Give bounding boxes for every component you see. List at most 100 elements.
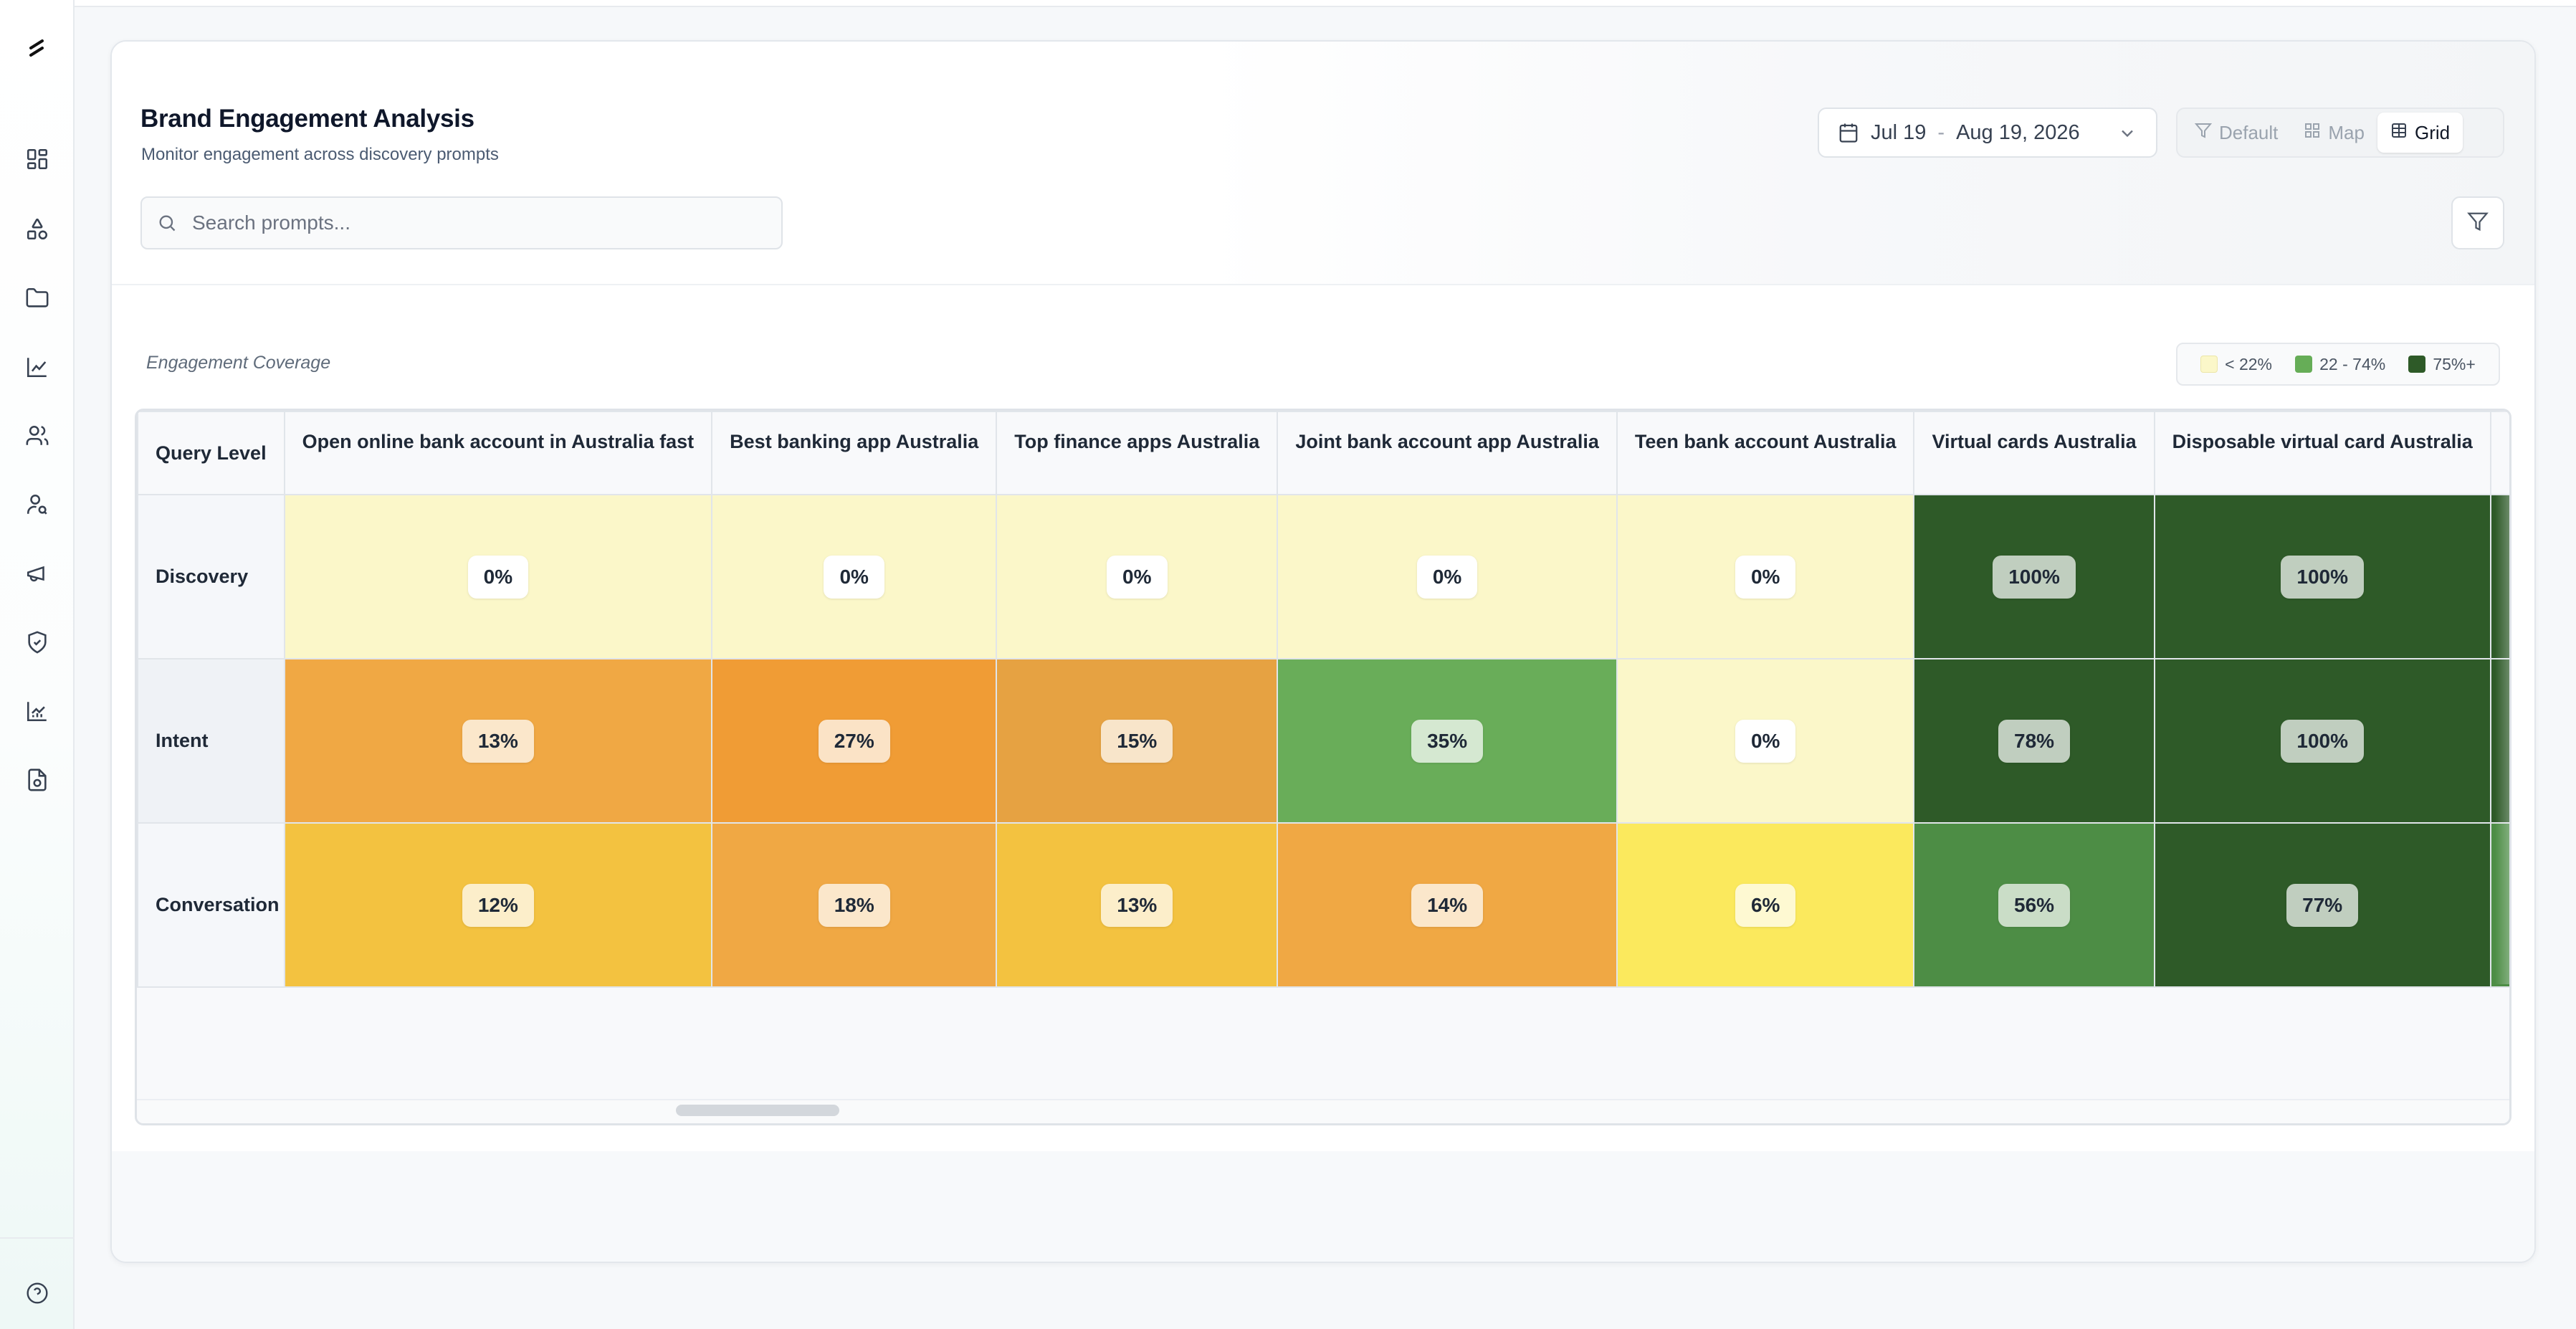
legend-item: 75%+ — [2408, 354, 2476, 374]
corner-header: Query Level — [137, 411, 285, 495]
column-header[interactable]: Top finance apps Australia — [996, 411, 1279, 495]
column-header[interactable]: Open online bank account in Australia fa… — [283, 411, 713, 495]
heatmap-cell[interactable]: 6% — [1616, 822, 1915, 988]
search-icon — [142, 213, 192, 233]
calendar-icon — [1838, 122, 1859, 143]
date-range-picker[interactable]: Jul 19 - Aug 19, 2026 — [1818, 108, 2157, 158]
legend-item: 22 - 74% — [2295, 355, 2385, 374]
heatmap-cell[interactable]: 0% — [1277, 494, 1618, 659]
table-row: Conversation 12% 18% 13% 14% 6% 56% 77% — [137, 822, 2509, 988]
view-default-button[interactable]: Default — [2182, 113, 2291, 153]
scrollbar-thumb[interactable] — [676, 1105, 839, 1116]
filter-button[interactable] — [2451, 196, 2504, 249]
cell-value-badge: 12% — [462, 883, 534, 927]
heatmap-cell[interactable]: 13% — [283, 658, 713, 824]
row-label: Discovery — [137, 494, 285, 659]
search-input[interactable] — [192, 211, 765, 234]
heatmap-cell[interactable]: 0% — [283, 494, 713, 659]
heatmap-cell[interactable]: 0% — [1616, 658, 1915, 824]
cell-value-badge: 100% — [2281, 719, 2364, 763]
heatmap-cell[interactable]: 56% — [1913, 822, 2155, 988]
cell-value-badge: 56% — [1998, 883, 2071, 927]
heatmap-cell[interactable] — [2489, 494, 2509, 659]
table-header-row: Query Level Open online bank account in … — [137, 411, 2509, 495]
heatmap-cell[interactable]: 100% — [2153, 494, 2491, 659]
legend-label-low: < 22% — [2225, 354, 2272, 373]
user-search-icon[interactable] — [19, 486, 56, 523]
view-grid-label: Grid — [2414, 121, 2451, 143]
cell-value-badge: 100% — [2281, 555, 2364, 599]
heatmap-cell[interactable]: 12% — [283, 822, 713, 988]
column-header[interactable]: Disposable virtual card Australia — [2153, 411, 2491, 495]
dashboard-grid-icon[interactable] — [19, 140, 56, 178]
heatmap-cell[interactable]: 100% — [2153, 658, 2491, 824]
view-default-label: Default — [2219, 121, 2279, 143]
legend-label-high: 75%+ — [2433, 354, 2476, 373]
date-separator: - — [1937, 120, 1945, 144]
folder-icon[interactable] — [19, 280, 56, 317]
cell-value-badge: 0% — [1735, 719, 1796, 763]
legend-swatch-mid — [2295, 356, 2313, 373]
heatmap-cell[interactable]: 14% — [1277, 822, 1618, 988]
search-box[interactable] — [140, 196, 783, 249]
column-header[interactable]: Virtual cards Australia — [1913, 411, 2155, 495]
megaphone-icon[interactable] — [19, 555, 56, 592]
cell-value-badge: 77% — [2286, 883, 2359, 927]
file-sync-icon[interactable] — [19, 761, 56, 799]
heatmap-cell[interactable]: 0% — [1616, 494, 1915, 659]
horizontal-scrollbar[interactable] — [137, 1099, 2509, 1123]
users-icon[interactable] — [19, 417, 56, 454]
column-header[interactable]: Teen bank account Australia — [1616, 411, 1915, 495]
page-title: Brand Engagement Analysis — [140, 105, 474, 133]
grid-four-icon — [2304, 122, 2321, 144]
heatmap-cell[interactable]: 77% — [2153, 822, 2491, 988]
heatmap-cell[interactable]: 100% — [1913, 494, 2155, 659]
shield-check-icon[interactable] — [19, 624, 56, 661]
table-row: Intent 13% 27% 15% 35% 0% 78% 100% — [137, 658, 2509, 824]
heatmap-cell[interactable]: 13% — [996, 822, 1279, 988]
heatmap-grid[interactable]: Query Level Open online bank account in … — [135, 409, 2511, 1125]
legend-item: < 22% — [2200, 355, 2272, 374]
legend-swatch-high — [2408, 356, 2426, 373]
cell-value-badge: 15% — [1101, 719, 1173, 763]
heatmap-cell[interactable]: 35% — [1277, 658, 1618, 824]
bar-trend-icon[interactable] — [19, 692, 56, 730]
view-toggle: Default Map Grid — [2176, 108, 2504, 158]
heatmap-cell[interactable]: 0% — [711, 494, 998, 659]
brand-slash-icon[interactable] — [22, 34, 53, 66]
legend-label-mid: 22 - 74% — [2319, 354, 2386, 373]
coverage-title: Engagement Coverage — [146, 353, 331, 373]
heatmap-cell[interactable] — [2489, 658, 2509, 824]
cell-value-badge: 100% — [1993, 555, 2076, 599]
legend: < 22% 22 - 74% 75%+ — [2176, 343, 2500, 386]
line-chart-icon[interactable] — [19, 348, 56, 386]
sidebar-divider — [0, 1237, 75, 1239]
heatmap-cell[interactable]: 18% — [711, 822, 998, 988]
cell-value-badge: 0% — [1107, 555, 1168, 599]
cell-value-badge: 0% — [467, 555, 529, 599]
cell-value-badge: 35% — [1411, 719, 1484, 763]
chevron-down-icon — [2117, 123, 2137, 149]
view-grid-button[interactable]: Grid — [2377, 113, 2463, 153]
shapes-icon[interactable] — [19, 211, 56, 248]
table-icon — [2390, 122, 2408, 144]
cell-value-badge: 13% — [1101, 883, 1173, 927]
cell-value-badge: 0% — [1416, 555, 1478, 599]
heatmap-cell[interactable] — [2489, 822, 2509, 988]
card-footer-area — [112, 1151, 2534, 1262]
column-header[interactable]: Best banking app Australia — [711, 411, 998, 495]
heatmap-cell[interactable]: 15% — [996, 658, 1279, 824]
heatmap-cell[interactable]: 27% — [711, 658, 998, 824]
cell-value-badge: 18% — [818, 883, 890, 927]
heatmap-table: Query Level Open online bank account in … — [137, 411, 2509, 988]
cell-value-badge: 13% — [462, 719, 534, 763]
filter-icon — [2194, 122, 2213, 144]
column-header[interactable]: M — [2489, 411, 2509, 495]
heatmap-cell[interactable]: 0% — [996, 494, 1279, 659]
date-end: Aug 19, 2026 — [1956, 120, 2080, 144]
view-map-button[interactable]: Map — [2291, 113, 2377, 153]
cell-value-badge: 0% — [824, 555, 884, 599]
column-header[interactable]: Joint bank account app Australia — [1277, 411, 1618, 495]
help-circle-icon[interactable] — [19, 1275, 56, 1312]
heatmap-cell[interactable]: 78% — [1913, 658, 2155, 824]
